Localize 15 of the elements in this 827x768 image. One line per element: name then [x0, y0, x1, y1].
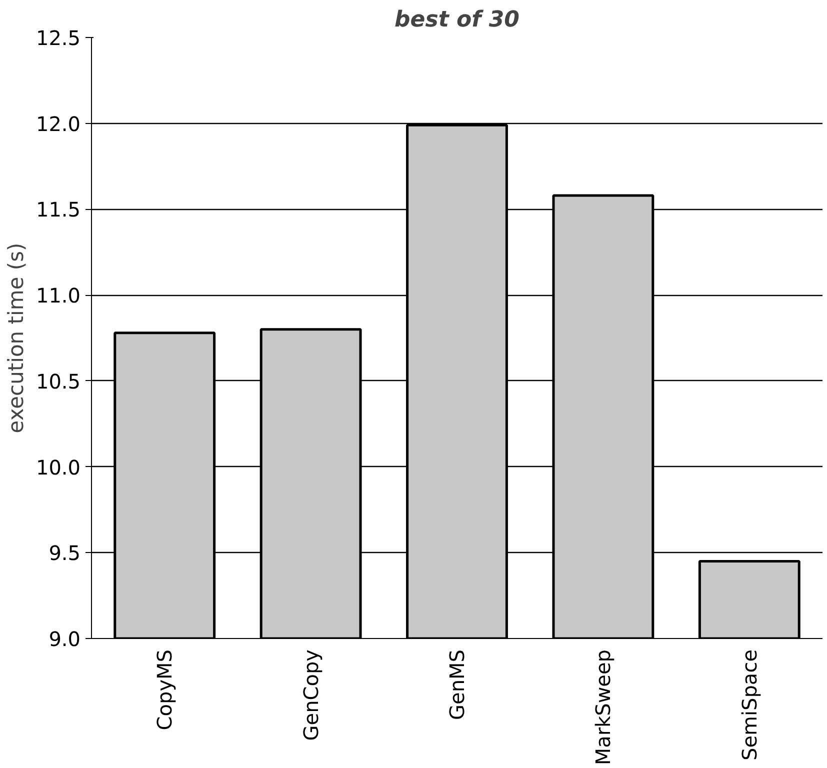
- x-tick-label: SemiSpace: [737, 649, 762, 760]
- y-tick-label: 11.0: [36, 284, 80, 308]
- x-tick-label: CopyMS: [152, 649, 177, 730]
- y-axis-title: execution time (s): [4, 242, 28, 434]
- y-tick-label: 12.5: [36, 26, 80, 50]
- x-tick-label: GenCopy: [298, 649, 323, 741]
- y-tick-label: 9.5: [48, 541, 81, 566]
- y-tick-label: 10.5: [36, 369, 80, 394]
- y-tick-label: 9.0: [48, 627, 81, 651]
- y-tick-label: 10.0: [36, 455, 80, 480]
- chart-title: best of 30: [394, 8, 520, 32]
- x-tick-label: GenMS: [445, 649, 469, 720]
- y-tick-label: 12.0: [36, 112, 80, 136]
- x-tick-label: MarkSweep: [591, 649, 616, 766]
- y-tick-label: 11.5: [36, 198, 80, 222]
